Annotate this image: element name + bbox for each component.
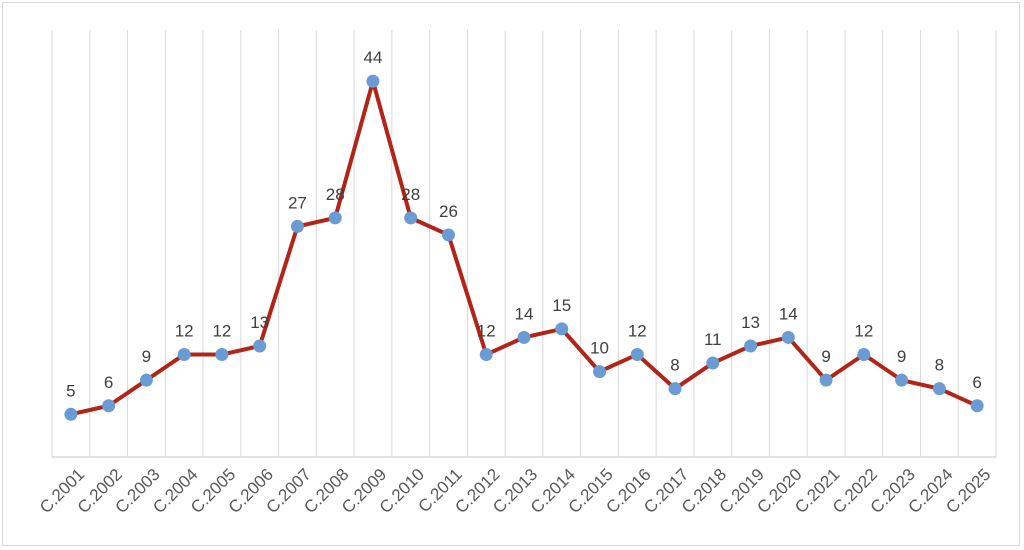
data-label: 10 [590,339,609,358]
data-label: 28 [401,185,420,204]
data-point [555,322,569,336]
data-point [819,373,833,387]
data-point [102,399,116,413]
data-label: 5 [66,381,75,400]
data-label: 12 [628,322,647,341]
series-line [70,79,978,417]
data-point [630,348,644,362]
data-label: 28 [326,185,345,204]
data-label: 6 [972,373,981,392]
data-label: 12 [477,322,496,341]
data-label: 26 [439,202,458,221]
data-point [668,382,682,396]
data-point [744,339,758,353]
data-label: 27 [288,193,307,212]
data-point [781,330,795,344]
data-point [215,348,229,362]
data-label: 8 [935,356,944,375]
data-label: 12 [175,322,194,341]
data-point [253,339,267,353]
data-label: 14 [515,304,534,323]
data-point [290,219,304,233]
data-label: 6 [104,373,113,392]
data-label: 12 [854,322,873,341]
data-label: 12 [212,322,231,341]
data-label: 13 [741,313,760,332]
data-point [139,373,153,387]
data-label: 9 [897,347,906,366]
data-point [479,348,493,362]
data-label: 13 [250,313,269,332]
data-point [895,373,909,387]
data-point [366,74,380,88]
data-point [177,348,191,362]
data-label: 9 [821,347,830,366]
data-point [404,211,418,225]
data-point [593,365,607,379]
data-label: 15 [552,296,571,315]
data-label: 9 [142,347,151,366]
data-label: 8 [670,356,679,375]
data-point [328,211,342,225]
data-point [932,382,946,396]
data-point [517,330,531,344]
data-label: 44 [363,48,382,67]
data-point [970,399,984,413]
data-label: 11 [704,330,722,349]
data-point [441,228,455,242]
data-point [857,348,871,362]
data-point [706,356,720,370]
data-point [64,407,78,421]
data-label: 14 [779,304,798,323]
